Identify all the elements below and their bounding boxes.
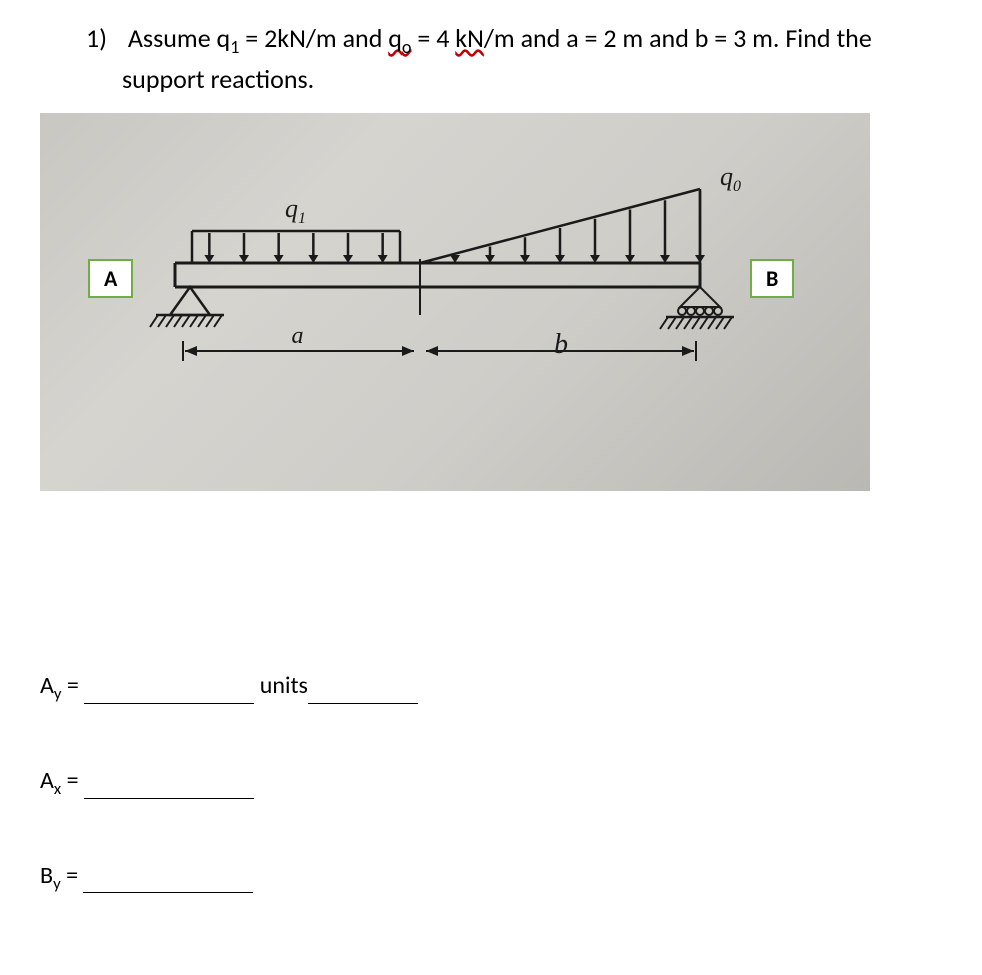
svg-text:a: a [292,323,304,349]
beam-figure: q1 q0 a b A B [40,113,870,491]
svg-text:q0: q0 [720,162,741,195]
blank-By-value [83,867,253,893]
svg-text:b: b [554,329,568,360]
answer-By: By = [40,861,942,894]
problem-number: 1) [86,20,122,56]
answer-lines: Ay = units Ax = By = [40,671,942,893]
blank-Ay-value [84,677,254,703]
label-box-A: A [88,259,133,298]
answer-Ay: Ay = units [40,671,942,704]
answer-Ax: Ax = [40,766,942,799]
blank-Ax-value [84,772,254,798]
problem-statement: 1) Assume q1 = 2kN/m and qo = 4 kN/m and… [86,20,942,97]
beam-diagram-svg: q1 q0 a b [40,113,870,491]
blank-Ay-units [308,677,418,703]
svg-text:q1: q1 [285,194,306,227]
label-box-B: B [750,259,794,298]
